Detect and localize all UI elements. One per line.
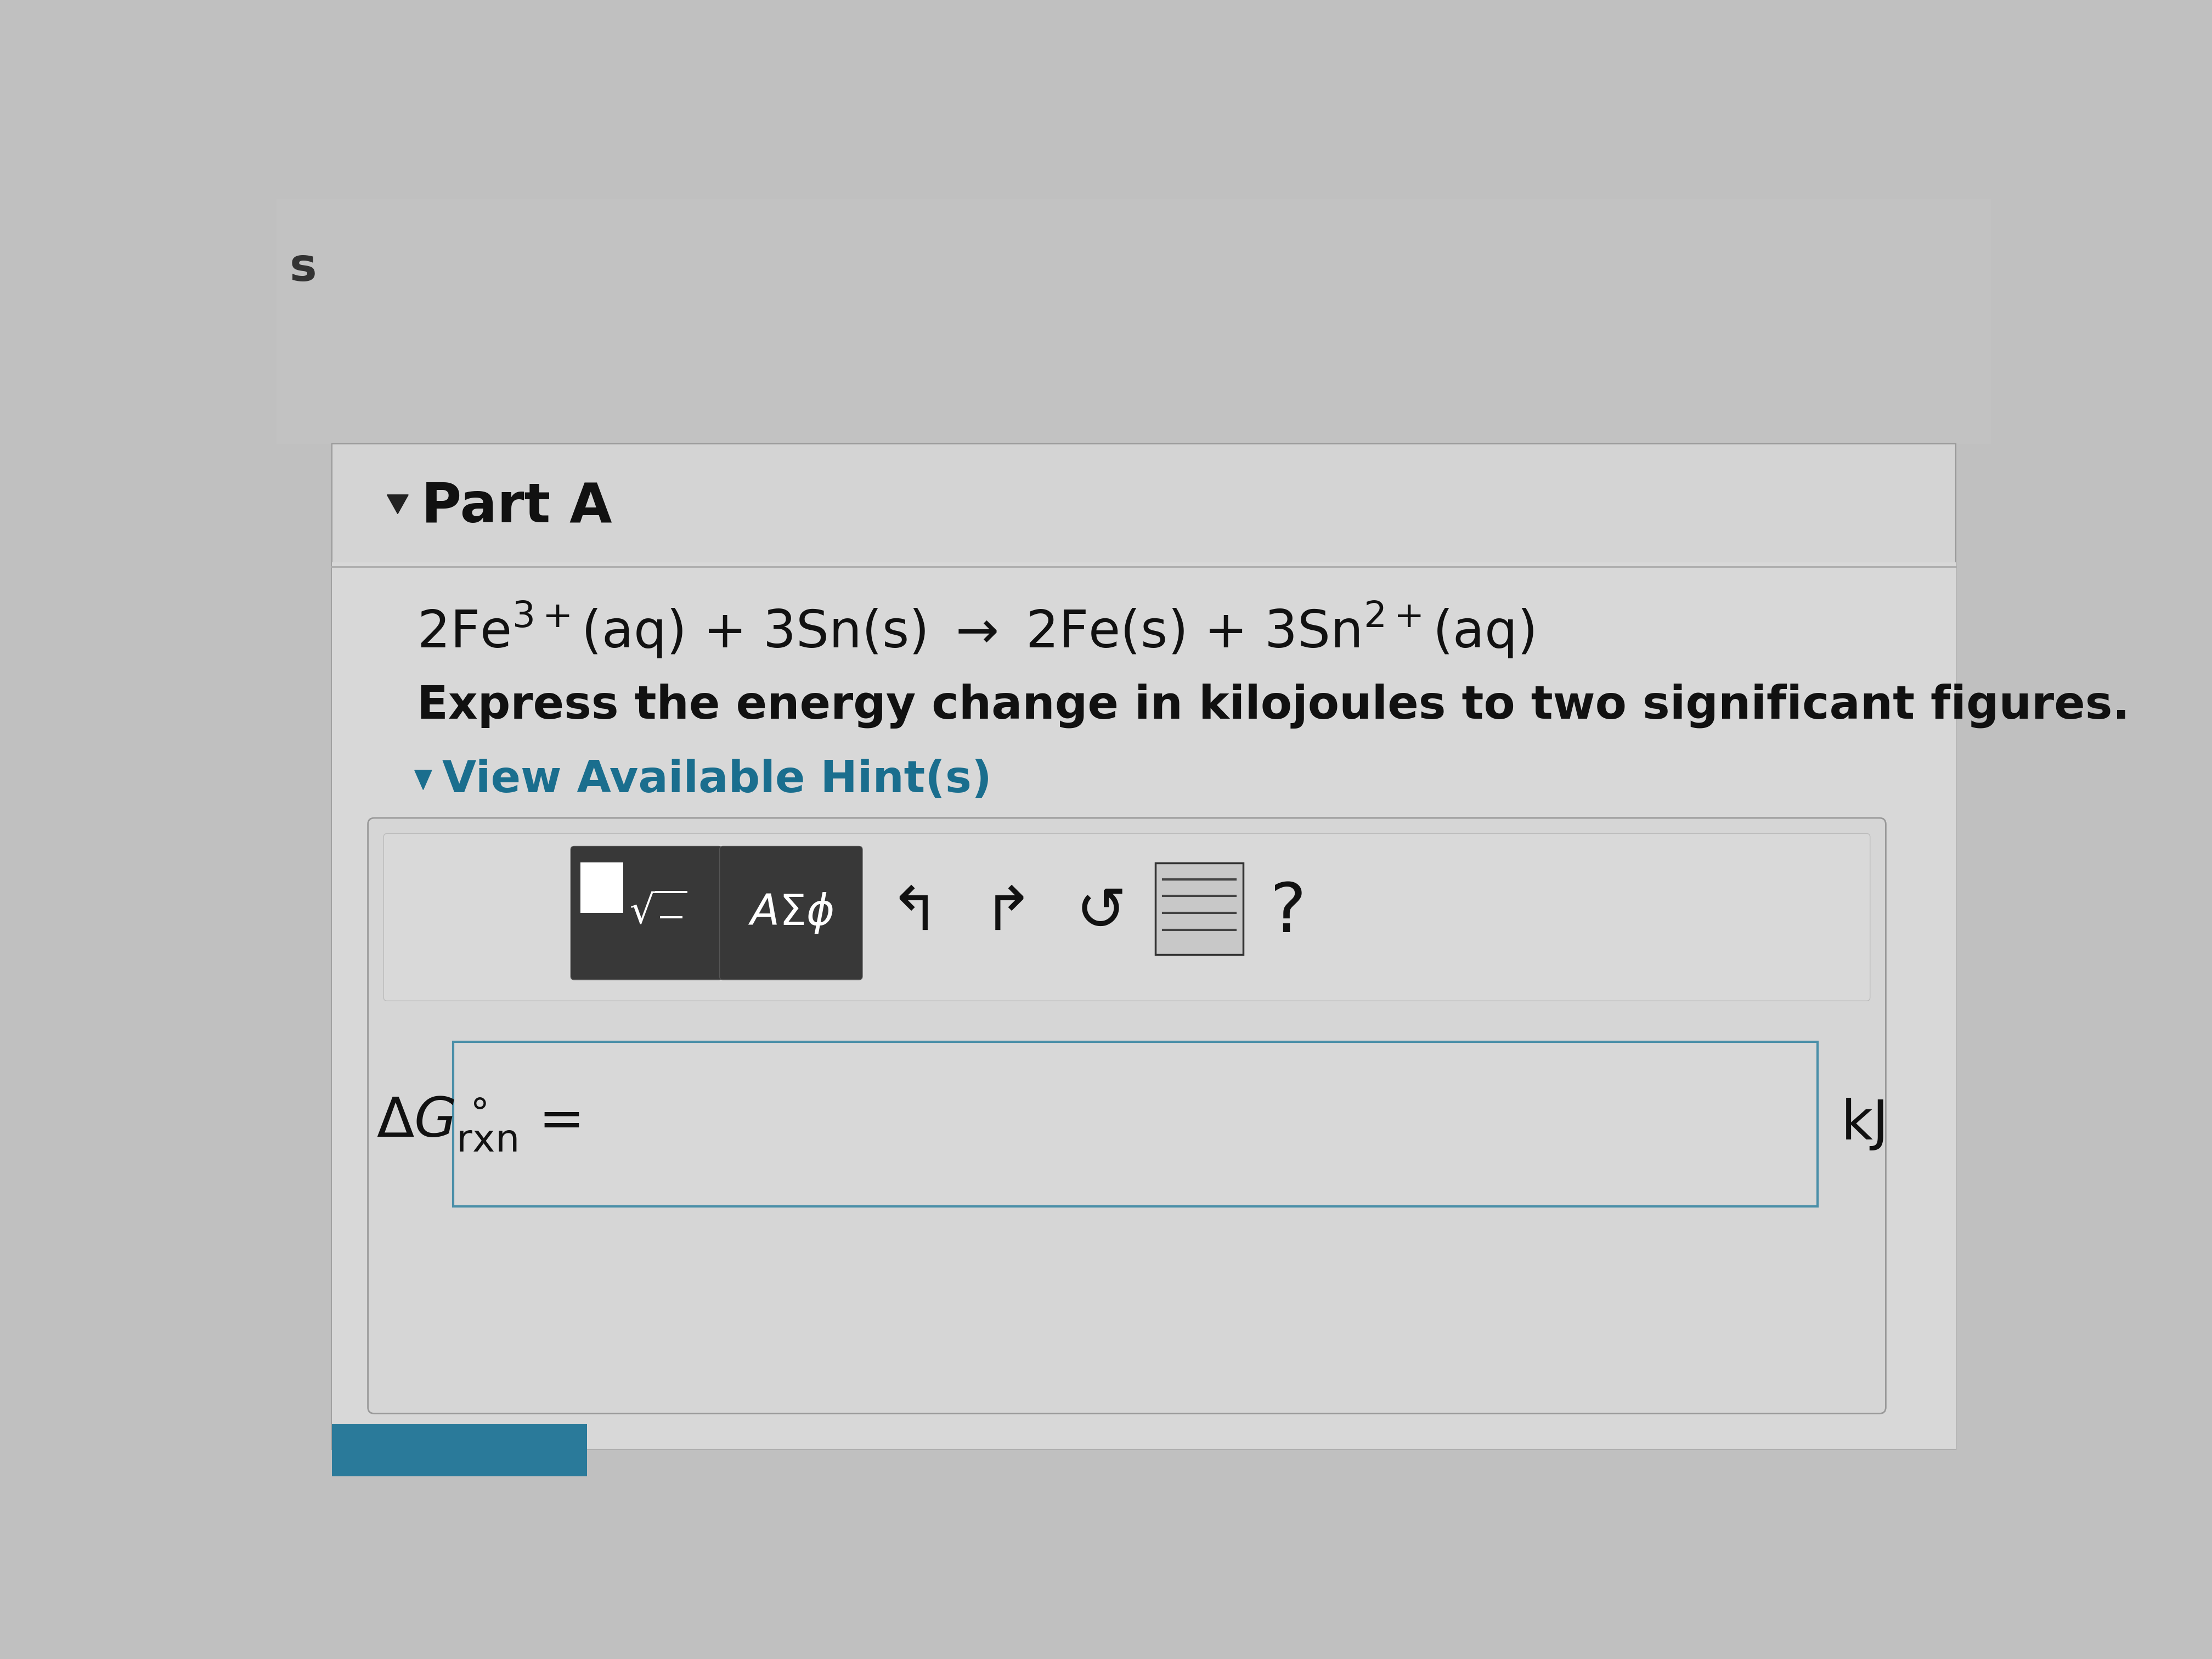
FancyBboxPatch shape xyxy=(1155,863,1243,954)
Text: Part A: Part A xyxy=(420,481,613,534)
Text: kJ: kJ xyxy=(1840,1098,1889,1151)
Text: $\sqrt{\overline{\;\;}}$: $\sqrt{\overline{\;\;}}$ xyxy=(630,894,688,932)
Text: $\Delta G^\circ_{\mathrm{rxn}}$ =: $\Delta G^\circ_{\mathrm{rxn}}$ = xyxy=(376,1095,580,1153)
Bar xyxy=(332,562,1955,1450)
Text: $A\Sigma\phi$: $A\Sigma\phi$ xyxy=(748,891,834,936)
Bar xyxy=(276,199,1991,445)
Text: Express the energy change in kilojoules to two significant figures.: Express the energy change in kilojoules … xyxy=(416,684,2130,728)
FancyBboxPatch shape xyxy=(332,445,1955,1450)
Text: View Available Hint(s): View Available Hint(s) xyxy=(442,758,991,801)
Bar xyxy=(580,863,624,912)
Polygon shape xyxy=(387,494,409,514)
Text: 2Fe$^{3+}$(aq) + 3Sn(s) $\rightarrow$ 2Fe(s) + 3Sn$^{2+}$(aq): 2Fe$^{3+}$(aq) + 3Sn(s) $\rightarrow$ 2F… xyxy=(416,601,1535,660)
Bar xyxy=(332,1423,586,1477)
Text: ↱: ↱ xyxy=(982,884,1033,942)
FancyBboxPatch shape xyxy=(453,1042,1818,1206)
FancyBboxPatch shape xyxy=(367,818,1887,1413)
Polygon shape xyxy=(414,770,431,790)
Text: ↰: ↰ xyxy=(889,884,940,942)
Text: s: s xyxy=(290,246,316,290)
Text: ↺: ↺ xyxy=(1075,884,1126,942)
Text: ?: ? xyxy=(1270,879,1307,946)
FancyBboxPatch shape xyxy=(571,846,721,980)
FancyBboxPatch shape xyxy=(719,846,863,980)
FancyBboxPatch shape xyxy=(383,833,1869,1000)
